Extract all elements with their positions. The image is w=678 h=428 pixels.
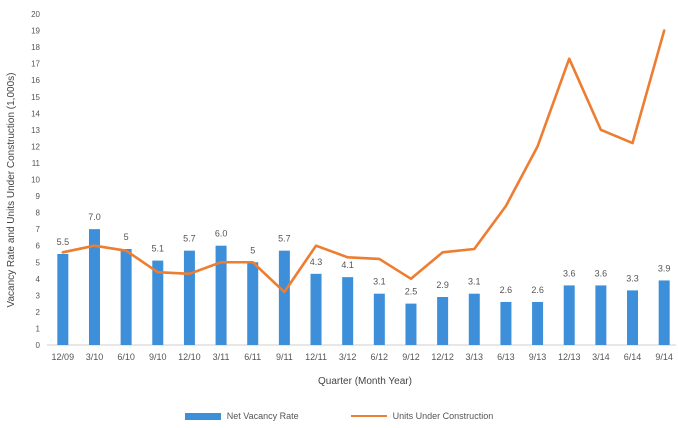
bar xyxy=(278,250,290,345)
bar xyxy=(88,229,100,345)
bar xyxy=(247,262,259,345)
bar xyxy=(215,245,227,345)
y-tick-label: 5 xyxy=(36,258,41,267)
bar-value-label: 5.7 xyxy=(278,234,291,244)
y-tick-label: 10 xyxy=(31,176,40,185)
bar xyxy=(183,250,195,345)
bar xyxy=(658,280,670,345)
x-tick-label: 3/13 xyxy=(466,352,484,362)
y-tick-label: 7 xyxy=(36,225,41,234)
legend-item-line: Units Under Construction xyxy=(350,411,494,421)
bar-value-label: 3.6 xyxy=(563,268,576,278)
x-tick-label: 6/12 xyxy=(371,352,389,362)
bar xyxy=(627,290,639,345)
y-tick-label: 3 xyxy=(36,291,41,300)
x-tick-label: 9/12 xyxy=(402,352,420,362)
bar-series xyxy=(57,229,670,345)
data-labels: 5.5 7.0 5 5.1 5.7 6.0 5 5.7 4.3 4.1 3.1 2.5 2.9 3.1 2.… xyxy=(57,212,671,296)
y-tick-label: 2 xyxy=(36,308,41,317)
bar xyxy=(152,260,164,345)
x-tick-label: 9/13 xyxy=(529,352,547,362)
bar xyxy=(310,273,322,345)
bar xyxy=(373,293,385,345)
y-tick-label: 0 xyxy=(36,341,41,350)
bar xyxy=(468,293,480,345)
x-tick-label: 3/12 xyxy=(339,352,357,362)
bar-value-label: 4.3 xyxy=(310,257,323,267)
bar-value-label: 2.6 xyxy=(500,285,513,295)
y-tick-label: 9 xyxy=(36,192,41,201)
x-tick-label: 6/13 xyxy=(497,352,515,362)
bar-value-label: 6.0 xyxy=(215,229,228,239)
y-tick-label: 17 xyxy=(31,60,40,69)
bar-value-label: 3.9 xyxy=(658,263,671,273)
bar-value-label: 2.6 xyxy=(531,285,544,295)
x-tick-label: 6/11 xyxy=(244,352,261,362)
bar-value-label: 2.5 xyxy=(405,287,418,297)
y-tick-label: 20 xyxy=(31,10,40,19)
x-tick-label: 12/10 xyxy=(178,352,201,362)
bar xyxy=(563,285,575,345)
bar-value-label: 3.6 xyxy=(595,268,608,278)
y-tick-label: 15 xyxy=(31,93,40,102)
y-tick-label: 4 xyxy=(36,275,41,284)
bar-value-label: 5.1 xyxy=(152,244,165,254)
y-axis-title: Vacancy Rate and Units Under Constructio… xyxy=(6,73,17,308)
legend-label-bar: Net Vacancy Rate xyxy=(226,411,299,421)
units-under-construction-line xyxy=(61,29,666,294)
bar xyxy=(532,301,544,345)
x-tick-label: 12/13 xyxy=(558,352,581,362)
bar xyxy=(437,297,449,345)
x-tick-label: 3/10 xyxy=(86,352,104,362)
y-tick-label: 14 xyxy=(31,109,40,118)
bar-value-label: 4.1 xyxy=(341,260,354,270)
bar-value-label: 2.9 xyxy=(436,280,449,290)
x-tick-label: 12/09 xyxy=(52,352,75,362)
legend-swatch-line xyxy=(350,415,387,417)
x-tick-label: 3/14 xyxy=(592,352,610,362)
bar xyxy=(57,253,69,345)
legend-item-bar: Net Vacancy Rate xyxy=(184,411,299,421)
bar xyxy=(120,249,132,345)
bar-value-label: 5 xyxy=(124,232,129,242)
x-axis-title: Quarter (Month Year) xyxy=(318,376,412,387)
bar xyxy=(595,285,607,345)
x-tick-label: 9/10 xyxy=(149,352,167,362)
bar-value-label: 3.1 xyxy=(373,277,386,287)
x-tick-label: 12/12 xyxy=(431,352,454,362)
y-tick-label: 18 xyxy=(31,43,40,52)
y-tick-label: 16 xyxy=(31,76,40,85)
y-tick-label: 11 xyxy=(32,159,41,168)
bar xyxy=(405,303,417,345)
x-tick-label: 9/11 xyxy=(276,352,293,362)
legend-swatch-bar xyxy=(184,412,221,420)
bar-value-label: 5.7 xyxy=(183,234,196,244)
x-tick-label: 12/11 xyxy=(305,352,327,362)
y-tick-label: 8 xyxy=(36,209,41,218)
y-tick-label: 1 xyxy=(36,324,41,333)
bar xyxy=(500,301,512,345)
x-tick-label: 3/11 xyxy=(213,352,230,362)
x-tick-label: 6/10 xyxy=(117,352,135,362)
y-tick-label: 12 xyxy=(31,142,40,151)
x-tick-label: 9/14 xyxy=(655,352,673,362)
bar-value-label: 3.1 xyxy=(468,277,481,287)
x-tick-label: 6/14 xyxy=(624,352,642,362)
bar-value-label: 5.5 xyxy=(57,237,70,247)
line-series xyxy=(61,29,666,294)
y-tick-label: 19 xyxy=(31,27,40,36)
bar-value-label: 7.0 xyxy=(88,212,101,222)
y-tick-label: 6 xyxy=(36,242,41,251)
x-axis: 12/09 3/10 6/10 9/10 12/10 3/11 6/11 9/11 12/11 3… xyxy=(52,352,673,362)
bar-value-label: 5 xyxy=(250,245,255,255)
legend: Net Vacancy Rate Units Under Constructio… xyxy=(0,406,678,426)
legend-label-line: Units Under Construction xyxy=(392,411,494,421)
y-tick-label: 13 xyxy=(31,126,40,135)
bar-value-label: 3.3 xyxy=(626,273,639,283)
bar xyxy=(342,277,354,345)
